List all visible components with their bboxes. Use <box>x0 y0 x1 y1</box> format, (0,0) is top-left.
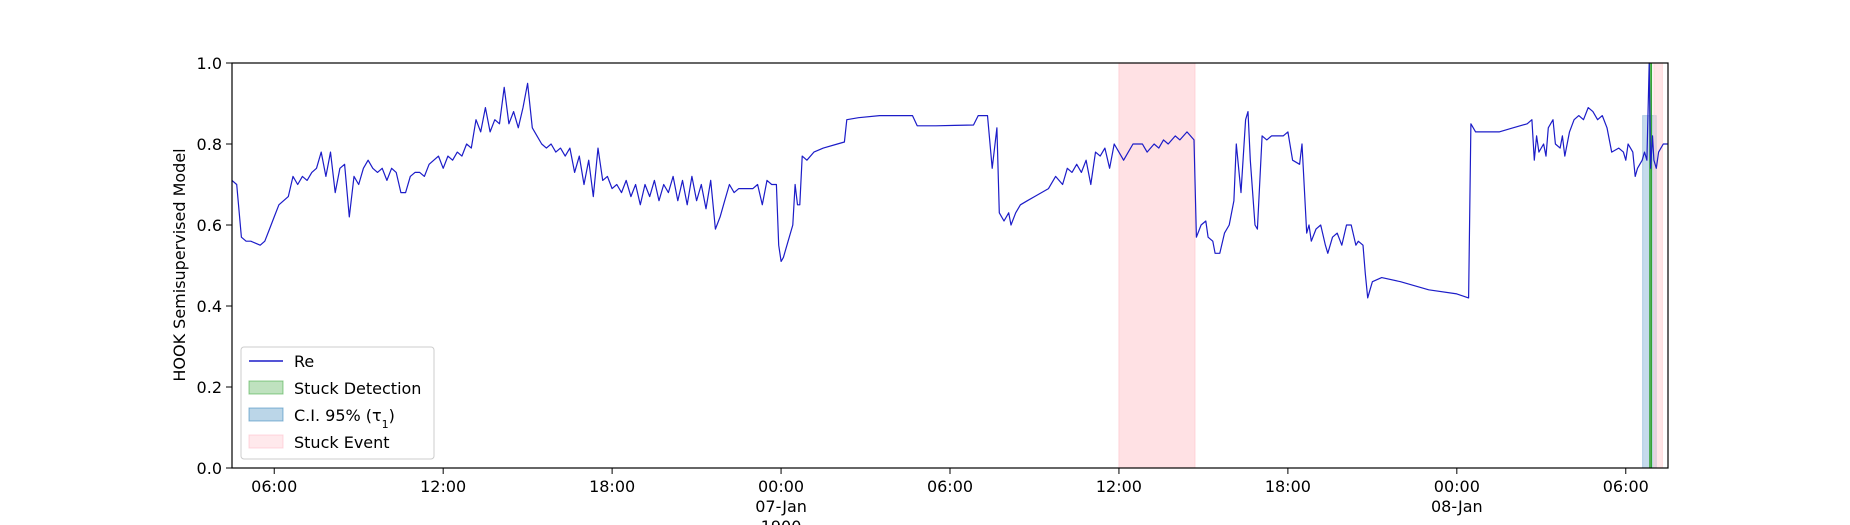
legend-swatch-1 <box>248 380 284 395</box>
x-tick-label-7: 00:00 <box>1434 477 1480 496</box>
axes: 0.00.20.40.60.81.006:00 12:00 18:00 00:0007… <box>197 54 1669 525</box>
y-tick-label-4: 0.8 <box>197 135 222 154</box>
series-line-0 <box>231 62 1668 299</box>
shaded-spans <box>1118 62 1663 469</box>
legend-swatch-3 <box>248 434 284 449</box>
legend-label-3: Stuck Event <box>294 433 390 452</box>
legend-label-1: Stuck Detection <box>294 379 421 398</box>
y-tick-label-0: 0.0 <box>197 459 222 478</box>
x-tick-label-0: 06:00 <box>251 477 297 496</box>
x-tick-label-3: 00:00 <box>758 477 804 496</box>
x-tick-label-1: 12:00 <box>420 477 466 496</box>
legend-swatch-2 <box>248 407 284 422</box>
y-tick-label-1: 0.2 <box>197 378 222 397</box>
x-year-label: 1900 <box>761 517 802 525</box>
x-tick-label-5: 12:00 <box>1096 477 1142 496</box>
y-tick-label-5: 1.0 <box>197 54 222 73</box>
span-stuck-event <box>1118 62 1196 469</box>
y-tick-label-3: 0.6 <box>197 216 222 235</box>
legend-label-suffix: ) <box>389 406 395 425</box>
legend-label-subscript: 1 <box>382 418 389 431</box>
legend-box <box>240 346 435 460</box>
span-stuck-event-end <box>1653 62 1663 469</box>
x-tick-label-8: 06:00 <box>1603 477 1649 496</box>
legend-label-0: Re <box>294 352 314 371</box>
x-tick-label-2: 18:00 <box>589 477 635 496</box>
x-tick-sublabel-7: 08-Jan <box>1431 497 1483 516</box>
y-tick-label-2: 0.4 <box>197 297 222 316</box>
y-axis-label: HOOK Semisupervised Model <box>170 148 189 381</box>
plot-frame <box>231 62 1669 469</box>
x-tick-label-4: 06:00 <box>927 477 973 496</box>
series-layer <box>231 62 1668 299</box>
x-tick-sublabel-3: 07-Jan <box>755 497 807 516</box>
x-tick-label-6: 18:00 <box>1265 477 1311 496</box>
